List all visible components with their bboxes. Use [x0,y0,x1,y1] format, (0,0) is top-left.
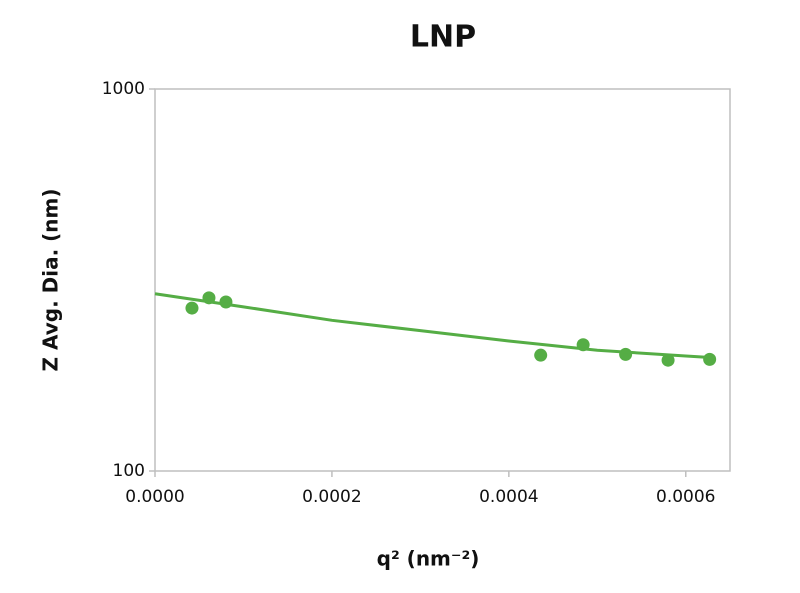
data-point [661,353,675,367]
x-tick-label: 0.0004 [479,487,538,507]
data-point [619,347,633,361]
data-point [185,301,199,315]
chart-title: LNP [410,20,476,55]
fit-line [154,292,713,360]
x-axis-label: q² (nm⁻²) [377,547,480,571]
plot-frame [154,88,731,472]
data-point [219,295,233,309]
x-tick-label: 0.0006 [656,487,715,507]
y-tick-label: 1000 [102,79,145,99]
data-point [534,348,548,362]
x-tick-label: 0.0002 [302,487,361,507]
y-tick-label: 100 [113,461,145,481]
x-tick-label: 0.0000 [125,487,184,507]
data-point [703,352,717,366]
y-axis-label: Z Avg. Dia. (nm) [39,188,63,371]
